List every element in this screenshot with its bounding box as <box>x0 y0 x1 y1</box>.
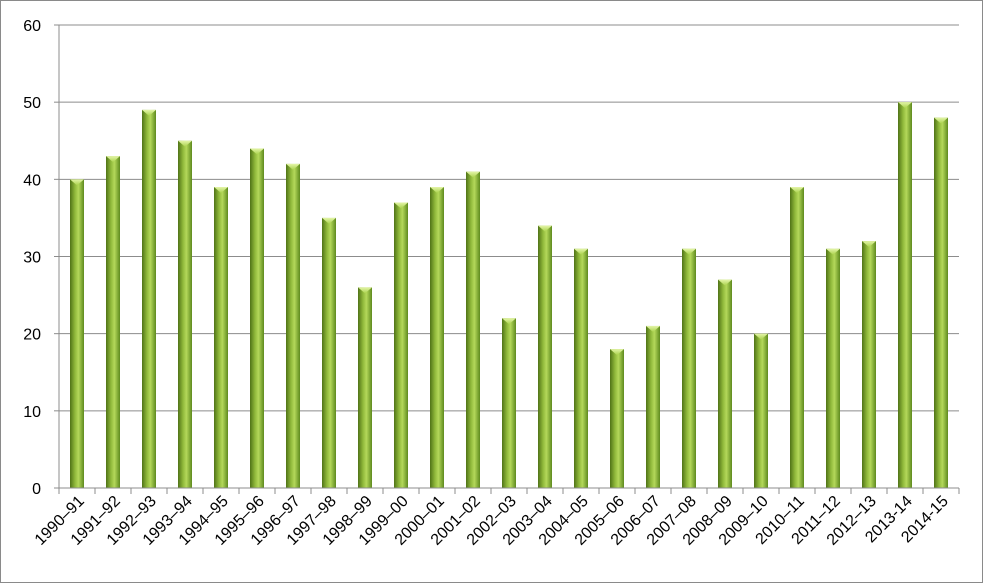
bar <box>790 187 804 489</box>
bar-cap <box>754 333 768 340</box>
bar-cap <box>394 202 408 209</box>
bar-body <box>934 117 948 488</box>
bar-cap <box>70 179 84 186</box>
bar-cap <box>430 187 444 194</box>
bar <box>250 148 264 488</box>
bar <box>214 187 228 489</box>
bar-cap <box>790 187 804 194</box>
bar-body <box>142 109 156 488</box>
bar-body <box>106 156 120 488</box>
bar <box>70 179 84 489</box>
bar-cap <box>934 117 948 124</box>
bar-cap <box>178 140 192 147</box>
bar-cap <box>286 163 300 170</box>
bar-body <box>322 217 336 488</box>
bar <box>646 325 660 488</box>
bar <box>754 333 768 488</box>
bar <box>826 248 840 488</box>
bar-cap <box>610 349 624 356</box>
bar <box>322 217 336 488</box>
bar <box>358 287 372 488</box>
bar-cap <box>718 279 732 286</box>
bar <box>682 248 696 488</box>
bar <box>394 202 408 488</box>
bar-body <box>646 325 660 488</box>
bar <box>898 102 912 489</box>
y-tick-label: 10 <box>23 404 41 421</box>
bar <box>718 279 732 488</box>
bar-body <box>286 163 300 488</box>
bar-body <box>574 248 588 488</box>
bar-cap <box>574 248 588 255</box>
bar <box>286 163 300 488</box>
bar-body <box>430 187 444 489</box>
bar-body <box>250 148 264 488</box>
y-axis: 0 10 20 30 40 50 60 <box>23 18 60 498</box>
y-tick-label: 60 <box>23 18 41 35</box>
bar-cap <box>322 217 336 224</box>
bar-body <box>610 349 624 488</box>
bar-body <box>502 318 516 488</box>
bar <box>178 140 192 488</box>
bar-cap <box>898 102 912 109</box>
bar <box>466 171 480 488</box>
bar <box>106 156 120 488</box>
bar-body <box>538 225 552 488</box>
bar-body <box>466 171 480 488</box>
bar <box>574 248 588 488</box>
bar-body <box>70 179 84 489</box>
bar-body <box>682 248 696 488</box>
bar-body <box>898 102 912 489</box>
bar <box>610 349 624 488</box>
bar-cap <box>826 248 840 255</box>
bar-cap <box>502 318 516 325</box>
bar-body <box>826 248 840 488</box>
bar-cap <box>682 248 696 255</box>
bar-body <box>178 140 192 488</box>
bar-cap <box>538 225 552 232</box>
bar-cap <box>862 241 876 248</box>
bar <box>502 318 516 488</box>
bar-cap <box>214 187 228 194</box>
bar-body <box>754 333 768 488</box>
bar-cap <box>250 148 264 155</box>
bar <box>862 241 876 488</box>
y-tick-label: 0 <box>32 481 41 498</box>
y-tick-label: 30 <box>23 250 41 267</box>
bar-body <box>790 187 804 489</box>
bar <box>430 187 444 489</box>
y-tick-label: 40 <box>23 172 41 189</box>
gridlines <box>59 24 959 412</box>
y-tick-label: 20 <box>23 327 41 344</box>
bar-body <box>862 241 876 488</box>
bar-body <box>214 187 228 489</box>
bar-cap <box>106 156 120 163</box>
bar-body <box>394 202 408 488</box>
bars <box>70 102 948 489</box>
bar-cap <box>466 171 480 178</box>
x-axis: 1990–911991–921992–931993–941994–951995–… <box>32 487 960 549</box>
bar <box>538 225 552 488</box>
bar-cap <box>646 325 660 332</box>
bar-body <box>718 279 732 488</box>
bar <box>142 109 156 488</box>
y-tick-label: 50 <box>23 95 41 112</box>
bar-cap <box>142 109 156 116</box>
bar-body <box>358 287 372 488</box>
bar <box>934 117 948 488</box>
bar-cap <box>358 287 372 294</box>
